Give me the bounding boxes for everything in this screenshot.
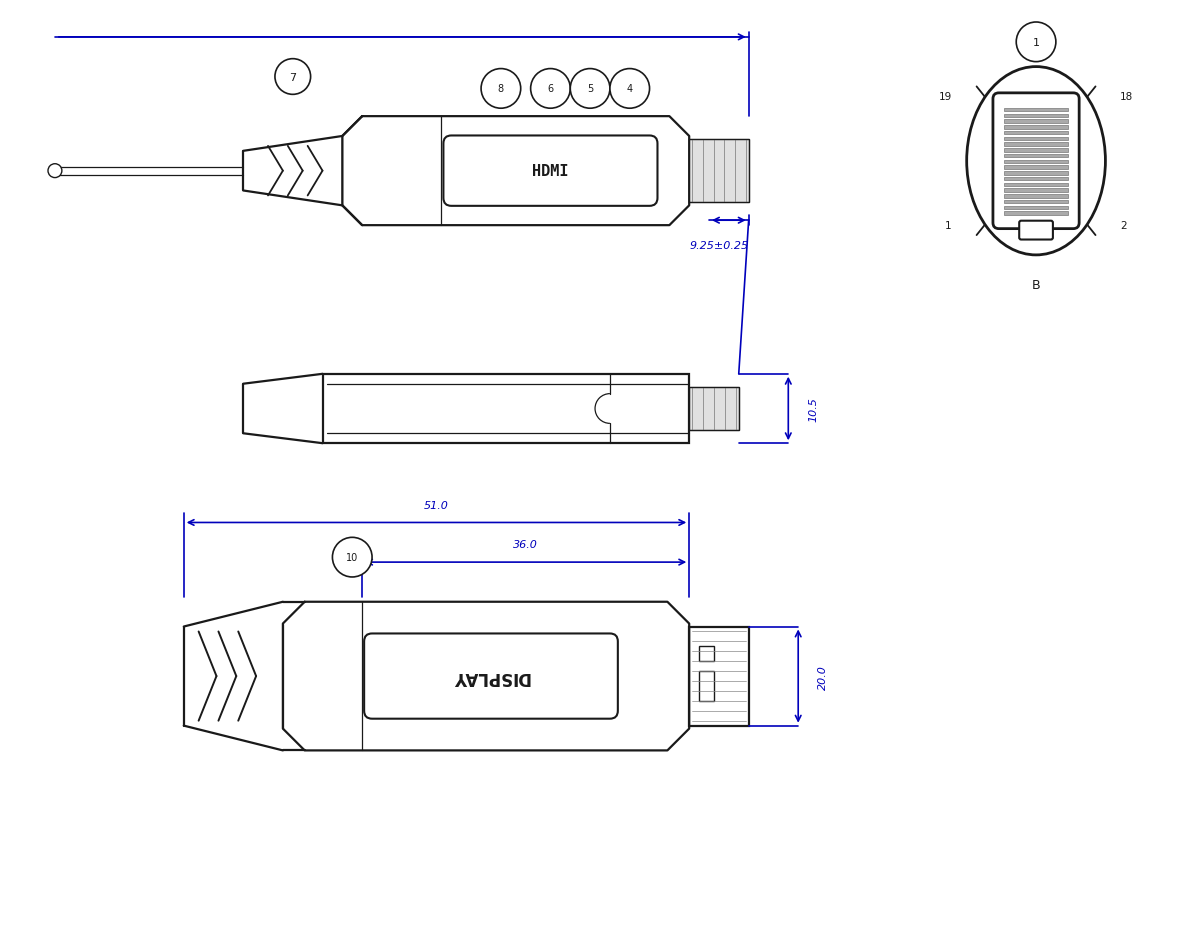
Bar (689, 140, 749, 203)
Bar (1004, 172, 1068, 175)
Text: 20.0: 20.0 (818, 664, 828, 689)
Bar (689, 626, 749, 726)
Bar (1004, 195, 1068, 199)
Text: 9.25±0.25: 9.25±0.25 (689, 240, 749, 251)
Circle shape (570, 70, 610, 110)
Bar (323, 374, 689, 444)
Circle shape (275, 59, 311, 96)
Bar (1004, 109, 1068, 112)
Text: 5: 5 (587, 84, 593, 95)
Bar (1004, 121, 1068, 123)
Text: HDMI: HDMI (532, 164, 569, 179)
Bar (1004, 200, 1068, 204)
Circle shape (610, 70, 649, 110)
Text: 19: 19 (938, 92, 952, 102)
Circle shape (48, 164, 62, 178)
Text: 10.5: 10.5 (808, 396, 818, 421)
Text: 36.0: 36.0 (514, 540, 538, 549)
Text: 18: 18 (1121, 92, 1134, 102)
Text: B: B (1032, 278, 1040, 291)
Bar (1004, 143, 1068, 147)
Text: 10: 10 (346, 552, 359, 562)
Bar (689, 140, 749, 203)
Text: 2: 2 (1121, 221, 1127, 231)
Text: 51.0: 51.0 (424, 500, 449, 510)
Text: 7: 7 (289, 72, 296, 83)
FancyBboxPatch shape (1019, 222, 1052, 240)
Bar (1004, 115, 1068, 118)
Bar (1004, 206, 1068, 210)
Bar (1004, 161, 1068, 164)
Bar (1004, 155, 1068, 158)
Bar (1004, 184, 1068, 187)
Text: DISPLAY: DISPLAY (452, 667, 530, 686)
Bar (1004, 137, 1068, 141)
Bar (1004, 126, 1068, 130)
Text: 4: 4 (626, 84, 632, 95)
Bar (700, 647, 714, 662)
Bar (1004, 166, 1068, 170)
Bar (1004, 149, 1068, 152)
Circle shape (530, 70, 570, 110)
Ellipse shape (967, 68, 1105, 255)
FancyBboxPatch shape (364, 634, 618, 719)
Circle shape (1016, 23, 1056, 62)
FancyBboxPatch shape (992, 94, 1079, 229)
Text: 1: 1 (1032, 38, 1039, 47)
Bar (689, 387, 739, 431)
Bar (700, 671, 714, 701)
Bar (1004, 177, 1068, 181)
Bar (1004, 132, 1068, 135)
Text: 6: 6 (547, 84, 553, 95)
Circle shape (332, 537, 372, 577)
Bar (1004, 213, 1068, 215)
Bar (1004, 189, 1068, 193)
Bar (689, 387, 739, 431)
Circle shape (481, 70, 521, 110)
Text: 8: 8 (498, 84, 504, 95)
FancyBboxPatch shape (444, 136, 658, 207)
Text: 1: 1 (946, 221, 952, 231)
